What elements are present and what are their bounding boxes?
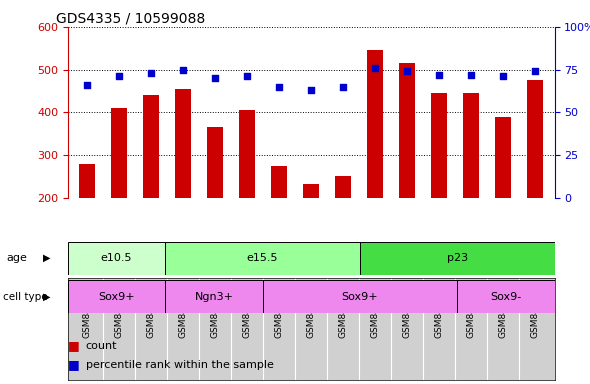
- Bar: [335, 175, 351, 283]
- Text: cell type: cell type: [3, 291, 48, 302]
- Text: GDS4335 / 10599088: GDS4335 / 10599088: [56, 12, 205, 25]
- Bar: [239, 110, 255, 283]
- Bar: [399, 63, 415, 283]
- Point: [83, 82, 92, 88]
- Text: GSM841161: GSM841161: [339, 283, 348, 338]
- Bar: [496, 117, 512, 283]
- FancyBboxPatch shape: [360, 242, 555, 275]
- Point: [499, 73, 508, 79]
- FancyBboxPatch shape: [68, 242, 165, 275]
- Bar: [175, 89, 191, 283]
- FancyBboxPatch shape: [165, 242, 360, 275]
- Text: GSM841167: GSM841167: [435, 283, 444, 338]
- Text: ■: ■: [68, 358, 80, 371]
- Text: Sox9-: Sox9-: [490, 291, 522, 302]
- Text: Sox9+: Sox9+: [342, 291, 378, 302]
- Bar: [79, 164, 95, 283]
- Text: e15.5: e15.5: [247, 253, 278, 263]
- Point: [467, 72, 476, 78]
- Text: GSM841170: GSM841170: [531, 283, 540, 338]
- Point: [178, 66, 188, 73]
- Point: [242, 73, 252, 79]
- Text: GSM841169: GSM841169: [499, 283, 508, 338]
- FancyBboxPatch shape: [68, 280, 165, 313]
- Bar: [111, 108, 127, 283]
- Text: Ngn3+: Ngn3+: [194, 291, 234, 302]
- Text: GSM841159: GSM841159: [275, 283, 284, 338]
- Bar: [143, 95, 159, 283]
- Point: [435, 72, 444, 78]
- Point: [402, 68, 412, 74]
- Text: GSM841157: GSM841157: [114, 283, 123, 338]
- Point: [371, 65, 380, 71]
- FancyBboxPatch shape: [165, 280, 263, 313]
- Point: [307, 87, 316, 93]
- Point: [339, 84, 348, 90]
- Bar: [431, 93, 447, 283]
- Text: GSM841162: GSM841162: [179, 283, 188, 338]
- Text: Sox9+: Sox9+: [98, 291, 135, 302]
- Text: percentile rank within the sample: percentile rank within the sample: [86, 360, 273, 370]
- Point: [211, 75, 220, 81]
- Text: GSM841165: GSM841165: [371, 283, 380, 338]
- Text: GSM841164: GSM841164: [242, 283, 252, 338]
- Bar: [303, 184, 319, 283]
- Text: GSM841168: GSM841168: [467, 283, 476, 338]
- Text: age: age: [6, 253, 27, 263]
- Text: GSM841163: GSM841163: [211, 283, 219, 338]
- Bar: [527, 80, 543, 283]
- Bar: [207, 127, 223, 283]
- Point: [530, 68, 540, 74]
- Point: [274, 84, 284, 90]
- Text: GSM841160: GSM841160: [307, 283, 316, 338]
- Text: e10.5: e10.5: [101, 253, 132, 263]
- Text: ▶: ▶: [43, 291, 51, 302]
- Text: count: count: [86, 341, 117, 351]
- Text: GSM841156: GSM841156: [83, 283, 91, 338]
- Text: ▶: ▶: [43, 253, 51, 263]
- Bar: [367, 50, 384, 283]
- FancyBboxPatch shape: [457, 280, 555, 313]
- Text: GSM841158: GSM841158: [146, 283, 156, 338]
- Bar: [463, 93, 479, 283]
- Bar: [271, 166, 287, 283]
- Text: p23: p23: [447, 253, 468, 263]
- Text: ■: ■: [68, 339, 80, 352]
- Point: [146, 70, 156, 76]
- Text: GSM841166: GSM841166: [403, 283, 412, 338]
- Point: [114, 73, 124, 79]
- FancyBboxPatch shape: [263, 280, 457, 313]
